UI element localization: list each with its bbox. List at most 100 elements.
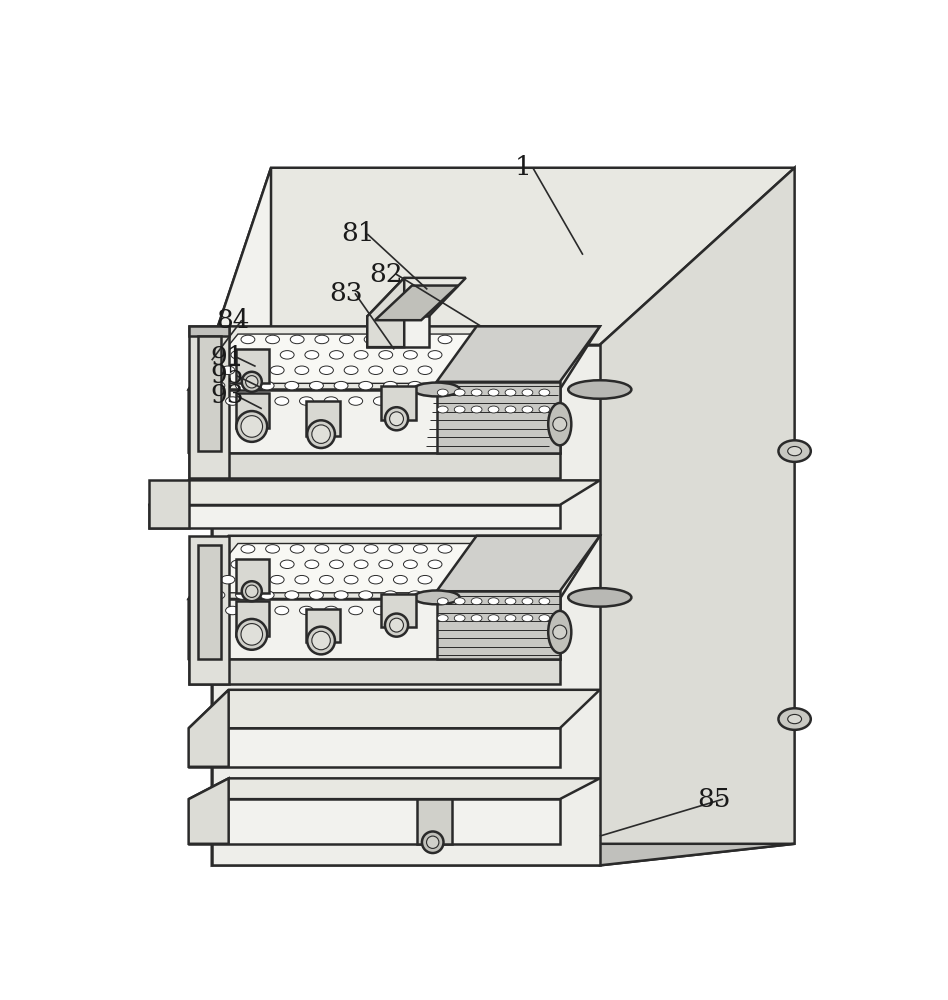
Polygon shape [189,326,600,389]
Ellipse shape [330,560,343,569]
Ellipse shape [285,591,299,599]
Ellipse shape [339,545,354,553]
Ellipse shape [344,366,358,374]
Ellipse shape [413,383,460,396]
Ellipse shape [309,381,323,390]
Ellipse shape [418,366,432,374]
Ellipse shape [355,351,368,359]
Polygon shape [189,536,228,659]
Ellipse shape [505,615,516,622]
Polygon shape [189,690,600,728]
Polygon shape [417,799,452,844]
Ellipse shape [330,351,343,359]
Polygon shape [189,326,228,453]
Ellipse shape [236,381,249,390]
Ellipse shape [285,381,299,390]
Ellipse shape [349,606,363,615]
Text: 91: 91 [210,345,244,370]
Ellipse shape [355,560,368,569]
Ellipse shape [398,606,412,615]
Text: 95: 95 [210,363,244,388]
Ellipse shape [275,606,289,615]
Ellipse shape [241,545,255,553]
Ellipse shape [364,545,378,553]
Ellipse shape [505,406,516,413]
Ellipse shape [300,397,314,405]
Circle shape [427,836,439,848]
Polygon shape [149,480,600,505]
Circle shape [312,631,330,650]
Polygon shape [198,336,221,451]
Circle shape [553,417,567,431]
Ellipse shape [539,598,550,605]
Circle shape [242,581,262,601]
Ellipse shape [778,708,811,730]
Ellipse shape [300,606,314,615]
Polygon shape [437,591,559,659]
Polygon shape [305,401,340,436]
Circle shape [553,625,567,639]
Polygon shape [381,594,416,627]
Ellipse shape [201,606,215,615]
Ellipse shape [324,606,338,615]
Ellipse shape [398,397,412,405]
Circle shape [242,372,262,392]
Circle shape [307,420,335,448]
Ellipse shape [295,366,309,374]
Ellipse shape [261,381,274,390]
Text: 81: 81 [341,221,374,246]
Ellipse shape [404,560,417,569]
Polygon shape [149,480,189,528]
Ellipse shape [211,381,225,390]
Ellipse shape [334,591,348,599]
Polygon shape [198,545,221,659]
Ellipse shape [488,598,499,605]
Circle shape [422,831,444,853]
Ellipse shape [246,366,260,374]
Ellipse shape [438,545,452,553]
Ellipse shape [236,591,249,599]
Ellipse shape [437,615,448,622]
Ellipse shape [454,615,465,622]
Polygon shape [198,334,591,383]
Ellipse shape [265,545,280,553]
Text: 84: 84 [216,308,249,333]
Polygon shape [189,778,228,844]
Ellipse shape [334,381,348,390]
Polygon shape [437,536,600,591]
Text: 82: 82 [370,261,403,286]
Ellipse shape [522,389,533,396]
Ellipse shape [275,397,289,405]
Text: 1: 1 [515,155,532,180]
Polygon shape [305,609,340,642]
Ellipse shape [319,575,334,584]
Ellipse shape [374,606,388,615]
Polygon shape [189,599,559,659]
Ellipse shape [226,397,240,405]
Circle shape [385,407,408,430]
Ellipse shape [471,389,482,396]
Text: 93: 93 [210,383,244,408]
Ellipse shape [358,591,373,599]
Polygon shape [149,505,559,528]
Polygon shape [211,168,271,865]
Circle shape [307,627,335,654]
Circle shape [390,412,404,426]
Ellipse shape [379,351,392,359]
Ellipse shape [221,575,235,584]
Ellipse shape [539,615,550,622]
Polygon shape [189,690,228,767]
Ellipse shape [454,406,465,413]
Polygon shape [211,345,600,865]
Ellipse shape [437,389,448,396]
Ellipse shape [290,545,304,553]
Ellipse shape [261,591,274,599]
Ellipse shape [383,591,397,599]
Circle shape [246,376,258,388]
Ellipse shape [428,351,442,359]
Polygon shape [600,168,794,865]
Ellipse shape [250,606,264,615]
Ellipse shape [428,560,442,569]
Polygon shape [189,453,559,478]
Ellipse shape [413,335,428,344]
